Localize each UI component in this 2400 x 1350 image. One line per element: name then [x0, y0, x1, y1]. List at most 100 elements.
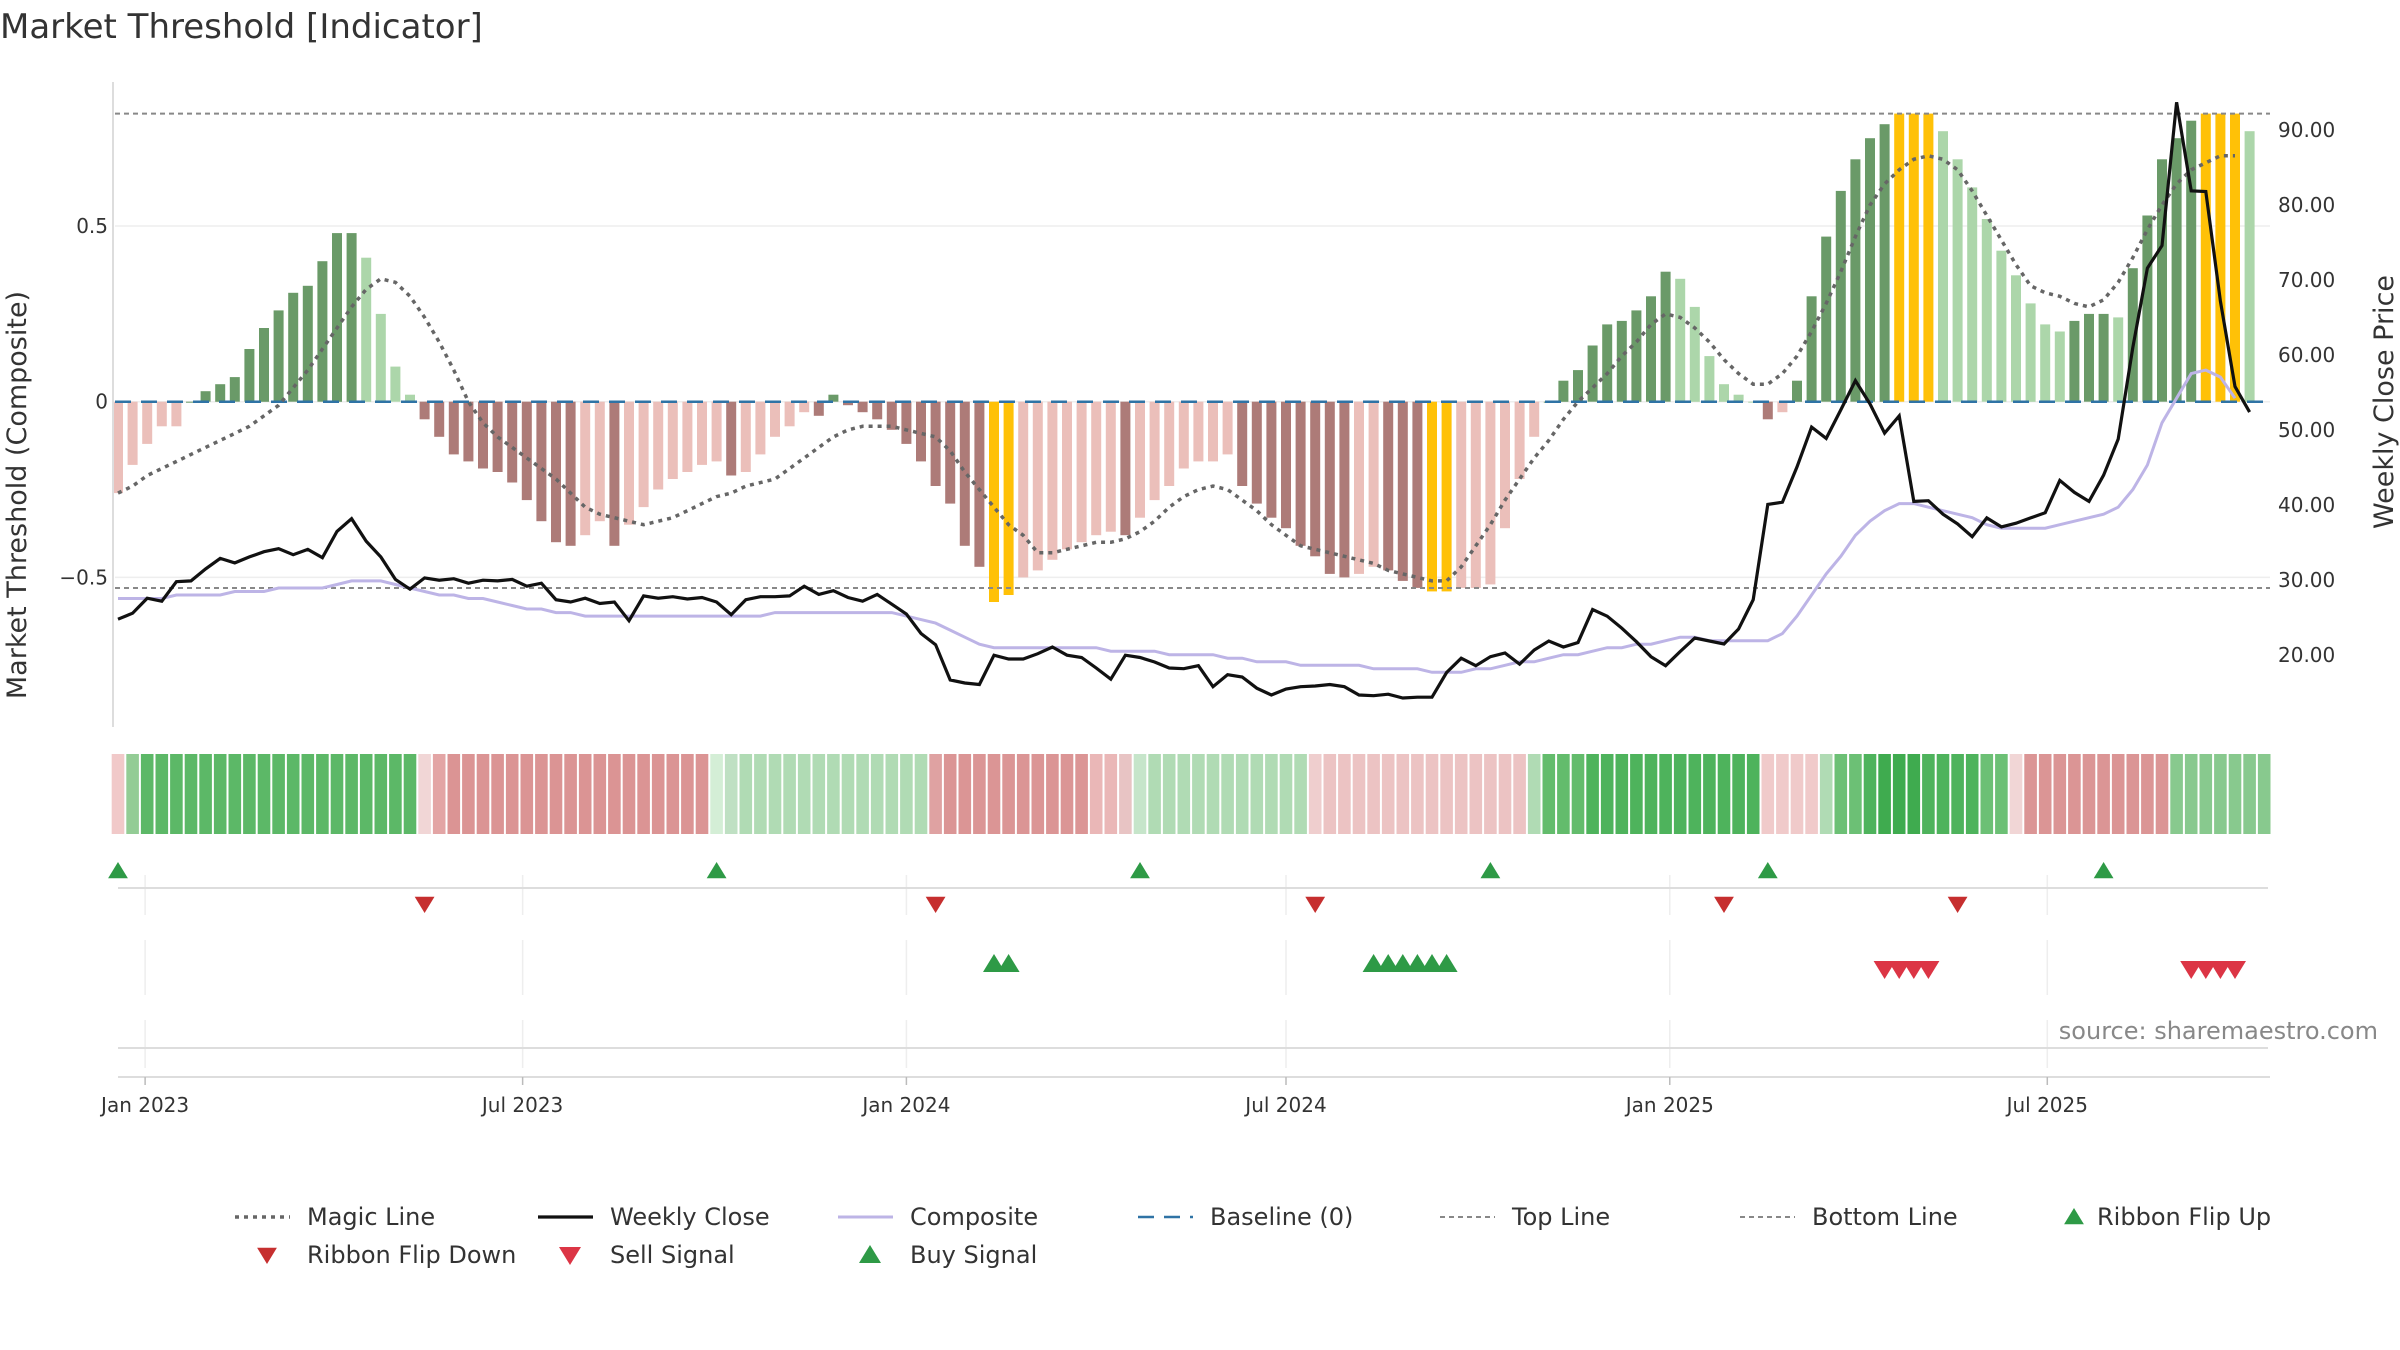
ribbon-cell [1965, 754, 1979, 834]
ribbon-cell [856, 754, 869, 834]
ribbon-cell [2214, 754, 2227, 834]
buy-signal-marker [1435, 954, 1458, 972]
y-right-tick-label: 90.00 [2278, 118, 2335, 142]
composite-bar [1456, 401, 1467, 588]
sell-signal-marker [1873, 961, 1896, 979]
composite-bar [1485, 401, 1496, 585]
ribbon-cell [695, 754, 709, 834]
ribbon-cell [1907, 754, 1921, 834]
composite-bar [594, 401, 605, 522]
composite-bar [1091, 401, 1102, 536]
composite-bar [1689, 306, 1700, 402]
ribbon-cell [1571, 754, 1585, 834]
composite-bar [1149, 401, 1160, 501]
ribbon-cell [651, 754, 665, 834]
y-right-tick-label: 20.00 [2278, 643, 2335, 667]
composite-bar [1616, 320, 1627, 402]
ribbon-cell [1381, 754, 1395, 834]
ribbon-strip [111, 754, 2271, 834]
ribbon-cell [724, 754, 738, 834]
source-note: source: sharemaestro.com [2059, 1017, 2378, 1045]
composite-bar [1587, 345, 1598, 402]
composite-bar [478, 401, 488, 469]
ribbon-flip-down-marker [1947, 896, 1968, 913]
composite-bar [1719, 384, 1729, 402]
ribbon-cell [958, 754, 972, 834]
ribbon-cell [783, 754, 796, 834]
composite-bar [1981, 219, 1992, 402]
composite-bar [332, 233, 342, 402]
buy-signal-marker [997, 954, 1020, 972]
composite-bar [113, 401, 123, 494]
composite-bar [1018, 401, 1029, 578]
composite-bar [2054, 331, 2065, 402]
ribbon-cell [608, 754, 621, 834]
composite-bar [1397, 401, 1408, 581]
ribbon-cell [476, 754, 490, 834]
composite-bar [828, 394, 839, 402]
composite-bar [711, 401, 722, 462]
ribbon-flip-down-marker [1714, 896, 1734, 913]
x-tick-label: Jul 2025 [2005, 1093, 2088, 1117]
ribbon-cell [1119, 754, 1132, 834]
composite-bar [1222, 401, 1233, 455]
ribbon-cell [491, 754, 504, 834]
y-left-tick-label: 0 [95, 390, 108, 414]
composite-bar [171, 401, 182, 427]
ribbon-cell [900, 754, 913, 834]
ribbon-cell [768, 754, 782, 834]
ribbon-cell [1192, 754, 1205, 834]
ribbon-cell [170, 754, 183, 834]
composite-bar [1894, 113, 1905, 402]
composite-bar [521, 401, 532, 501]
ribbon-cell [1805, 754, 1818, 834]
ribbon-cell [345, 754, 358, 834]
ribbon-cell [184, 754, 198, 834]
ribbon-cell [1922, 754, 1935, 834]
ribbon-cell [666, 754, 680, 834]
ribbon-cell [1615, 754, 1629, 834]
y-right-tick-label: 50.00 [2278, 418, 2335, 442]
composite-bar [1733, 394, 1744, 402]
ribbon-cell [739, 754, 753, 834]
composite-bar [390, 366, 401, 402]
composite-bar [1500, 401, 1510, 529]
ribbon-cell [301, 754, 315, 834]
ribbon-cell [1265, 754, 1278, 834]
composite-bar [419, 401, 430, 420]
ribbon-cell [549, 754, 563, 834]
ribbon-cell [1936, 754, 1950, 834]
composite-bar [1120, 401, 1131, 536]
y-left-tick-label: −0.5 [59, 565, 108, 589]
ribbon-cell [1688, 754, 1702, 834]
ribbon-cell [1469, 754, 1483, 834]
ribbon-cell [1002, 754, 1015, 834]
composite-bar [1178, 401, 1189, 469]
legend-bottom-label: Bottom Line [1812, 1203, 1958, 1231]
ribbon-cell [1849, 754, 1862, 834]
composite-bar [989, 401, 999, 602]
composite-bar [375, 313, 386, 402]
ribbon-cell [1644, 754, 1658, 834]
ribbon-cell [2082, 754, 2096, 834]
ribbon-cell [403, 754, 417, 834]
composite-bar [229, 377, 240, 402]
legend-baseline-label: Baseline (0) [1210, 1203, 1353, 1231]
buy-signal-marker [1421, 954, 1443, 972]
ribbon-cell [1995, 754, 2008, 834]
composite-bar [1762, 401, 1773, 420]
ribbon-cell [1308, 754, 1322, 834]
ribbon-cell [622, 754, 636, 834]
ribbon-cell [754, 754, 767, 834]
composite-bar [2025, 303, 2036, 402]
ribbon-cell [1060, 754, 1074, 834]
ribbon-cell [418, 754, 431, 834]
composite-bar [288, 292, 299, 402]
y-axis-left-title: Market Threshold (Composite) [2, 291, 33, 699]
ribbon-flip-down-marker [1305, 896, 1326, 913]
ribbon-cell [374, 754, 388, 834]
ribbon-flip-down-marker [925, 896, 946, 913]
ribbon-cell [1440, 754, 1453, 834]
legend-flipdown-swatch [257, 1247, 277, 1264]
composite-bar [273, 310, 284, 402]
